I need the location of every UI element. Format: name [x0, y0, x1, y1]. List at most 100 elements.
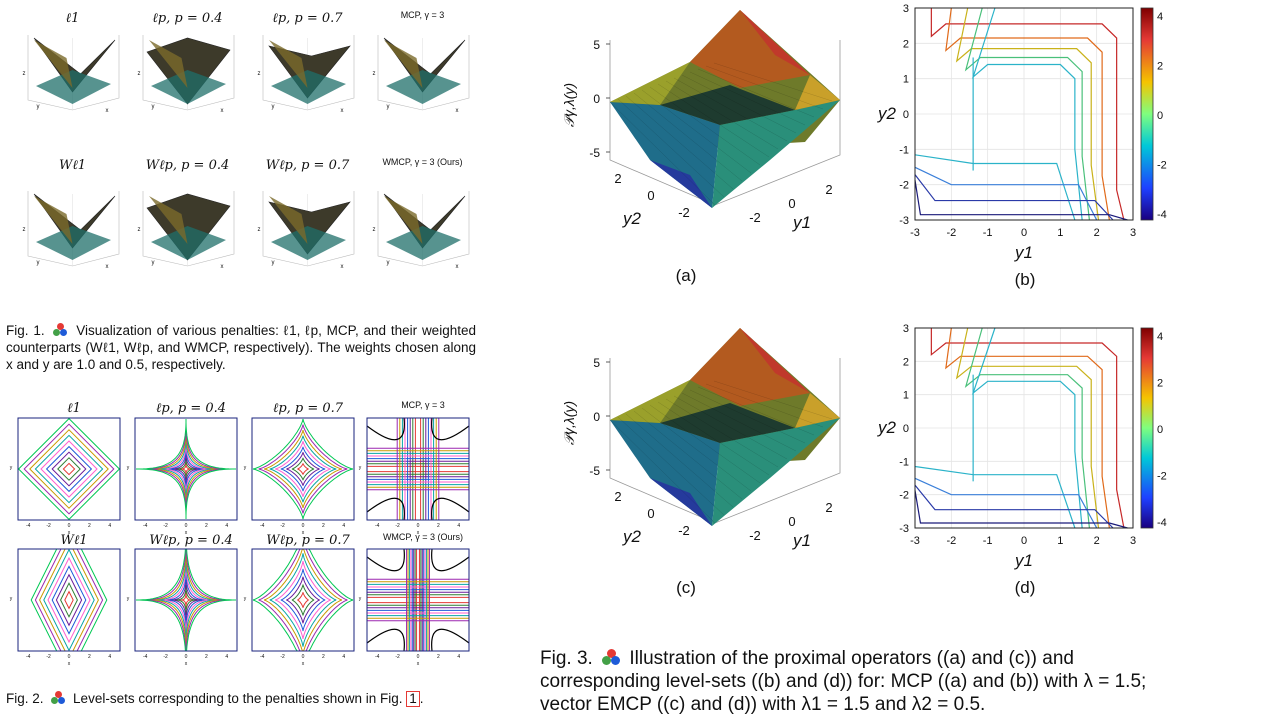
- surface-face: [690, 10, 810, 88]
- color-logo-icon: [53, 323, 68, 336]
- x-tick-label: 1: [1057, 535, 1063, 547]
- panel-title: ℓ1: [65, 11, 80, 26]
- x-tick-label: -1: [983, 227, 993, 239]
- y-tick-label: 2: [903, 38, 909, 50]
- level-set-contour: [263, 429, 343, 509]
- penalty-surface-face: [149, 40, 188, 88]
- contour-line: [914, 484, 1114, 529]
- tick-label: 2: [322, 654, 325, 660]
- panel-title: MCP, γ = 3: [401, 400, 445, 410]
- axis-label: z: [258, 227, 261, 233]
- y1-tick-label: 2: [825, 500, 832, 515]
- levelset-panel: -4 -2 0 2 4 x y: [10, 417, 121, 536]
- y-tick-label: -2: [899, 490, 909, 502]
- axis-label: x: [417, 530, 420, 536]
- axis-label: x: [106, 108, 109, 114]
- axis-label: x: [185, 661, 188, 667]
- levelset-panel: -4 -2 0 2 4 x y: [244, 548, 355, 667]
- contour-line: [914, 179, 1128, 221]
- axis-label: x: [221, 264, 224, 270]
- penalty-surface-base: [271, 70, 346, 104]
- surface-mesh: [673, 395, 788, 460]
- x-tick-label: 2: [1094, 535, 1100, 547]
- levelset-panel: -4 -2 0 2 4 x y: [127, 417, 238, 536]
- level-set-contour: [23, 423, 115, 515]
- level-set-contour: [55, 573, 83, 627]
- proximal-surface-plot: 5 0 -5 𝒫γ,λ(y) 2 0 -2 y2 -2 0 2 y1: [561, 10, 841, 232]
- panel-title: ℓ1: [67, 401, 81, 416]
- surface-mesh: [609, 419, 716, 524]
- levelset-contours: [30, 549, 108, 651]
- levelset-panel: -4 -2 0 2 4 x y: [127, 548, 238, 667]
- level-set-contour: [39, 549, 99, 651]
- axis-label: x: [341, 108, 344, 114]
- fig3-caption: Fig. 3. Illustration of the proximal ope…: [540, 647, 1180, 716]
- level-set-contour: [180, 592, 192, 608]
- tick-label: 4: [225, 654, 228, 660]
- surface-flat: [660, 403, 795, 443]
- levelset-panel: -4 -2 0 2 4 x y: [359, 548, 470, 667]
- surface-mesh: [681, 392, 797, 452]
- y2-axis-label: y2: [877, 104, 897, 123]
- level-set-contour: [275, 441, 331, 497]
- tick-label: 0: [185, 523, 188, 529]
- levelset-contours: [367, 549, 469, 651]
- y2-axis-label: y2: [622, 209, 642, 228]
- level-set-contour: [252, 418, 354, 520]
- axis-label: y: [10, 465, 13, 471]
- y-tick-label: -1: [899, 456, 909, 468]
- level-set-contour: [60, 582, 78, 618]
- colorbar-tick-label: 2: [1157, 61, 1163, 73]
- plot-frame: [914, 327, 1134, 529]
- contour-line: [914, 490, 1128, 529]
- level-set-contour: [163, 568, 209, 632]
- penalty-surface-face: [384, 40, 423, 88]
- tick-label: -4: [260, 654, 265, 660]
- fig2-caption-end: .: [419, 691, 424, 706]
- level-set-contour: [297, 463, 309, 475]
- axis-label: x: [302, 530, 305, 536]
- y2-tick-label: 2: [614, 489, 621, 504]
- level-set-contour: [141, 424, 231, 514]
- surface-flat: [660, 85, 795, 125]
- fig3-caption-text: Illustration of the proximal operators (…: [540, 648, 1147, 715]
- penalty-surface-base: [271, 226, 346, 260]
- penalty-surface-face: [34, 40, 73, 88]
- surface-mesh: [681, 74, 797, 134]
- y1-tick-label: 0: [788, 196, 795, 211]
- colorbar-tick-label: -4: [1157, 209, 1167, 221]
- tick-label: 0: [302, 654, 305, 660]
- z-tick-label: -5: [589, 146, 600, 160]
- levelset-contours: [367, 418, 469, 520]
- y2-tick-label: -2: [678, 523, 690, 538]
- x-tick-label: 2: [1094, 227, 1100, 239]
- panel-title: WMCP, γ = 3 (Ours): [382, 157, 463, 167]
- tick-label: 4: [342, 523, 345, 529]
- axis-label: y: [244, 465, 247, 471]
- level-set-contour: [269, 435, 337, 503]
- contour-line: [955, 7, 1100, 221]
- axis-label: z: [373, 71, 376, 77]
- tick-label: 2: [437, 523, 440, 529]
- surface-mesh: [689, 71, 806, 126]
- colorbar-tick-label: 4: [1157, 331, 1163, 343]
- surface-mesh: [641, 89, 752, 174]
- surface-mesh: [697, 386, 815, 436]
- axis-label: x: [68, 661, 71, 667]
- y1-tick-label: -2: [749, 210, 761, 225]
- surface-mesh: [713, 62, 833, 102]
- z-tick-label: 0: [593, 92, 600, 106]
- tick-label: -4: [375, 654, 380, 660]
- surface-mesh: [705, 383, 824, 428]
- fig2-caption-ref[interactable]: 1: [406, 691, 420, 707]
- surface-face: [740, 10, 810, 75]
- contour-line: [914, 154, 1076, 221]
- penalty-surface-base: [151, 70, 226, 104]
- tick-label: -2: [280, 654, 285, 660]
- y2-axis-label: y2: [622, 527, 642, 546]
- y1-tick-label: -2: [749, 528, 761, 543]
- level-set-contour: [51, 451, 87, 487]
- tick-label: 2: [88, 523, 91, 529]
- axis-label: z: [138, 71, 141, 77]
- x-tick-label: -3: [910, 535, 920, 547]
